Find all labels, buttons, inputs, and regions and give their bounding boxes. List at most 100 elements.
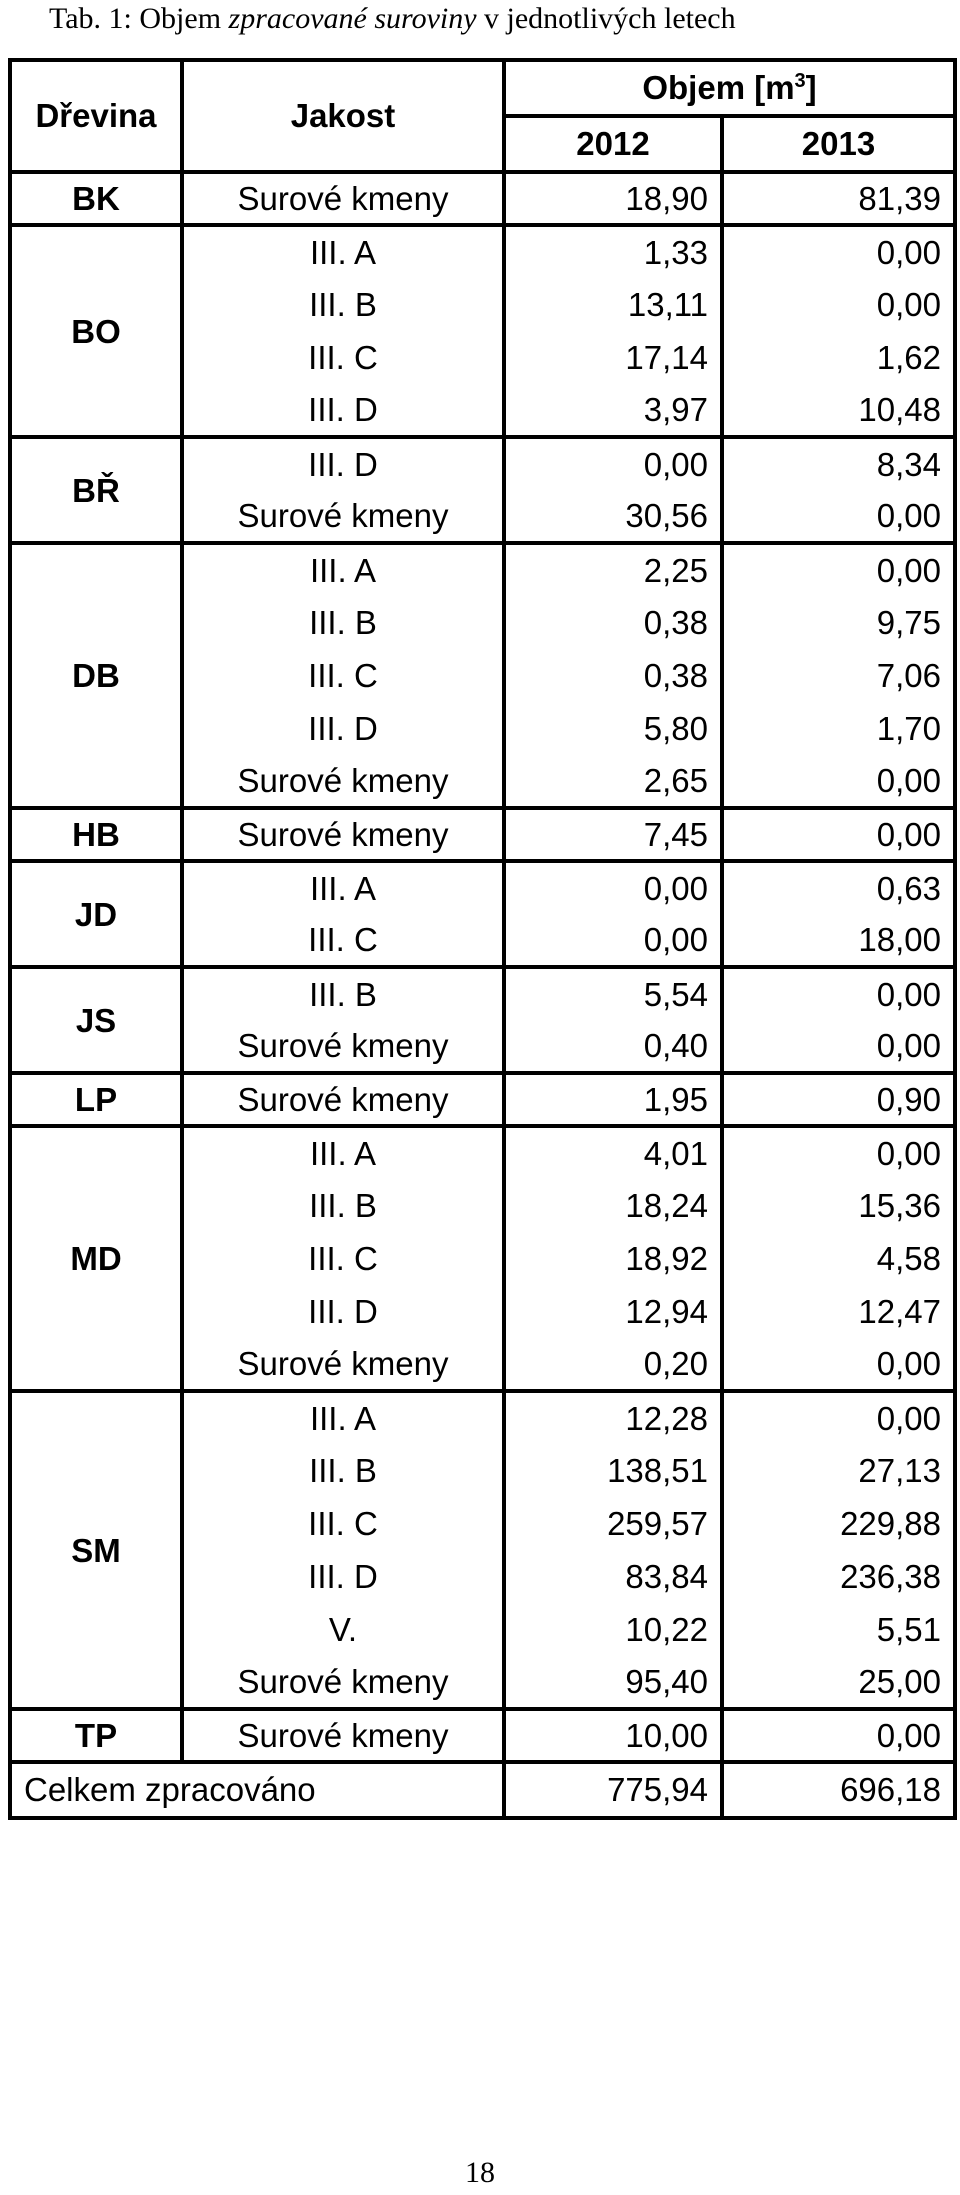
table-row: III. B 13,11 0,00 [10,278,958,331]
header-quality: Jakost [180,58,506,174]
header-volume: Objem [m3] [501,58,958,118]
species-cell: MD [8,1124,184,1393]
quality-cell: III. B [180,278,506,331]
table-row: BŘ III. D 0,00 8,34 [8,435,958,545]
table-row: JS III. B 5,54 0,00 [8,965,958,1075]
table-row: III. D 83,84 236,38 [10,1550,958,1603]
quality-cell: III. A [180,223,506,278]
value-2012-cell: 138,51 [502,1444,724,1497]
value-2013-cell: 0,00 [719,223,958,278]
caption-suffix: v jednotlivých letech [476,2,736,35]
value-2012-cell: 7,45 [502,806,724,863]
value-2012-cell: 2,65 [502,755,724,810]
table-row: Surové kmeny 2,65 0,00 [10,755,958,810]
table-row: LP Surové kmeny 1,95 0,90 [8,1071,958,1128]
species-cell: SM [8,1389,184,1711]
quality-cell: Surové kmeny [180,490,506,545]
value-2013-cell: 0,00 [719,1020,958,1075]
value-2012-cell: 83,84 [502,1550,724,1603]
table-row: V. 10,22 5,51 [10,1603,958,1656]
value-2013-cell: 1,70 [719,702,958,755]
table-row: III. B 0,38 9,75 [10,596,958,649]
value-2012-cell: 18,90 [502,170,724,227]
quality-cell: V. [180,1603,506,1656]
quality-cell: III. D [180,702,506,755]
table-row: HB Surové kmeny 7,45 0,00 [8,806,958,863]
value-2013-cell: 15,36 [719,1179,958,1232]
quality-cell: III. C [180,331,506,384]
value-2012-cell: 0,40 [502,1020,724,1075]
value-2012-cell: 18,24 [502,1179,724,1232]
table-header: Dřevina Jakost Objem [m3] 2012 2013 [8,58,958,174]
species-cell: TP [8,1707,184,1764]
value-2013-cell: 0,00 [719,278,958,331]
quality-cell: Surové kmeny [180,1338,506,1393]
table-row: III. C 17,14 1,62 [10,331,958,384]
table-row: Surové kmeny 0,40 0,00 [10,1020,958,1075]
quality-cell: III. A [180,859,506,914]
table-row: III. C 0,38 7,06 [10,649,958,702]
value-2012-cell: 95,40 [502,1656,724,1711]
value-2012-cell: 1,33 [502,223,724,278]
quality-cell: III. B [180,965,506,1020]
quality-cell: Surové kmeny [180,806,506,863]
value-2012-cell: 0,00 [502,914,724,969]
table-row: III. D 5,80 1,70 [10,702,958,755]
value-2012-cell: 0,20 [502,1338,724,1393]
header-volume-text: Objem [m [642,69,795,106]
total-2012: 775,94 [502,1760,724,1820]
value-2013-cell: 0,90 [719,1071,958,1128]
species-cell: LP [8,1071,184,1128]
value-2013-cell: 0,00 [719,1124,958,1179]
quality-cell: III. A [180,1124,506,1179]
value-2013-cell: 0,00 [719,1338,958,1393]
quality-cell: III. D [180,435,506,490]
value-2013-cell: 0,63 [719,859,958,914]
quality-cell: III. C [180,649,506,702]
value-2012-cell: 17,14 [502,331,724,384]
total-row: Celkem zpracováno 775,94 696,18 [8,1760,958,1820]
value-2012-cell: 0,38 [502,596,724,649]
value-2012-cell: 12,94 [502,1285,724,1338]
value-2013-cell: 8,34 [719,435,958,490]
quality-cell: III. B [180,1444,506,1497]
caption-italic: zpracované suroviny [228,2,477,35]
table-row: BK Surové kmeny 18,90 81,39 [8,170,958,227]
quality-cell: III. C [180,914,506,969]
value-2013-cell: 0,00 [719,806,958,863]
value-2012-cell: 5,54 [502,965,724,1020]
value-2012-cell: 259,57 [502,1497,724,1550]
table-row: III. D 3,97 10,48 [10,384,958,439]
species-cell: JD [8,859,184,969]
value-2012-cell: 0,38 [502,649,724,702]
value-2012-cell: 2,25 [502,541,724,596]
value-2012-cell: 13,11 [502,278,724,331]
table-row: III. C 0,00 18,00 [10,914,958,969]
value-2013-cell: 0,00 [719,755,958,810]
table-row: III. D 12,94 12,47 [10,1285,958,1338]
value-2012-cell: 0,00 [502,435,724,490]
value-2013-cell: 18,00 [719,914,958,969]
quality-cell: Surové kmeny [180,1656,506,1711]
species-cell: BO [8,223,184,439]
header-year-2012: 2012 [502,114,724,174]
value-2012-cell: 30,56 [502,490,724,545]
quality-cell: Surové kmeny [180,1020,506,1075]
table-row: JD III. A 0,00 0,63 [8,859,958,969]
value-2013-cell: 4,58 [719,1232,958,1285]
value-2013-cell: 0,00 [719,490,958,545]
quality-cell: III. B [180,596,506,649]
table-row: DB III. A 2,25 0,00 [8,541,958,810]
table-row: III. C 18,92 4,58 [10,1232,958,1285]
value-2012-cell: 3,97 [502,384,724,439]
table-row: Surové kmeny 30,56 0,00 [10,490,958,545]
value-2012-cell: 18,92 [502,1232,724,1285]
volume-table: Dřevina Jakost Objem [m3] 2012 2013 BK Su… [8,58,958,1820]
header-species: Dřevina [8,58,184,174]
quality-cell: III. D [180,1285,506,1338]
species-cell: BK [8,170,184,227]
value-2013-cell: 229,88 [719,1497,958,1550]
quality-cell: III. D [180,1550,506,1603]
header-volume-close: ] [805,69,817,106]
table-row: BO III. A 1,33 0,00 [8,223,958,439]
